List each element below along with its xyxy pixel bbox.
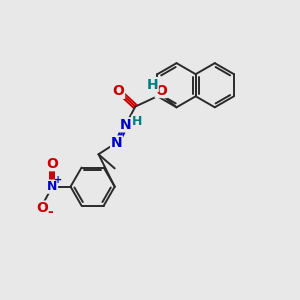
- Text: H: H: [132, 116, 142, 128]
- Text: O: O: [155, 83, 167, 98]
- Text: O: O: [112, 84, 124, 98]
- Text: O: O: [36, 201, 48, 215]
- Text: N: N: [111, 136, 122, 150]
- Text: +: +: [53, 175, 62, 185]
- Text: H: H: [147, 78, 158, 92]
- Text: N: N: [47, 180, 58, 193]
- Text: -: -: [47, 205, 53, 219]
- Text: N: N: [119, 118, 131, 132]
- Text: O: O: [46, 157, 58, 171]
